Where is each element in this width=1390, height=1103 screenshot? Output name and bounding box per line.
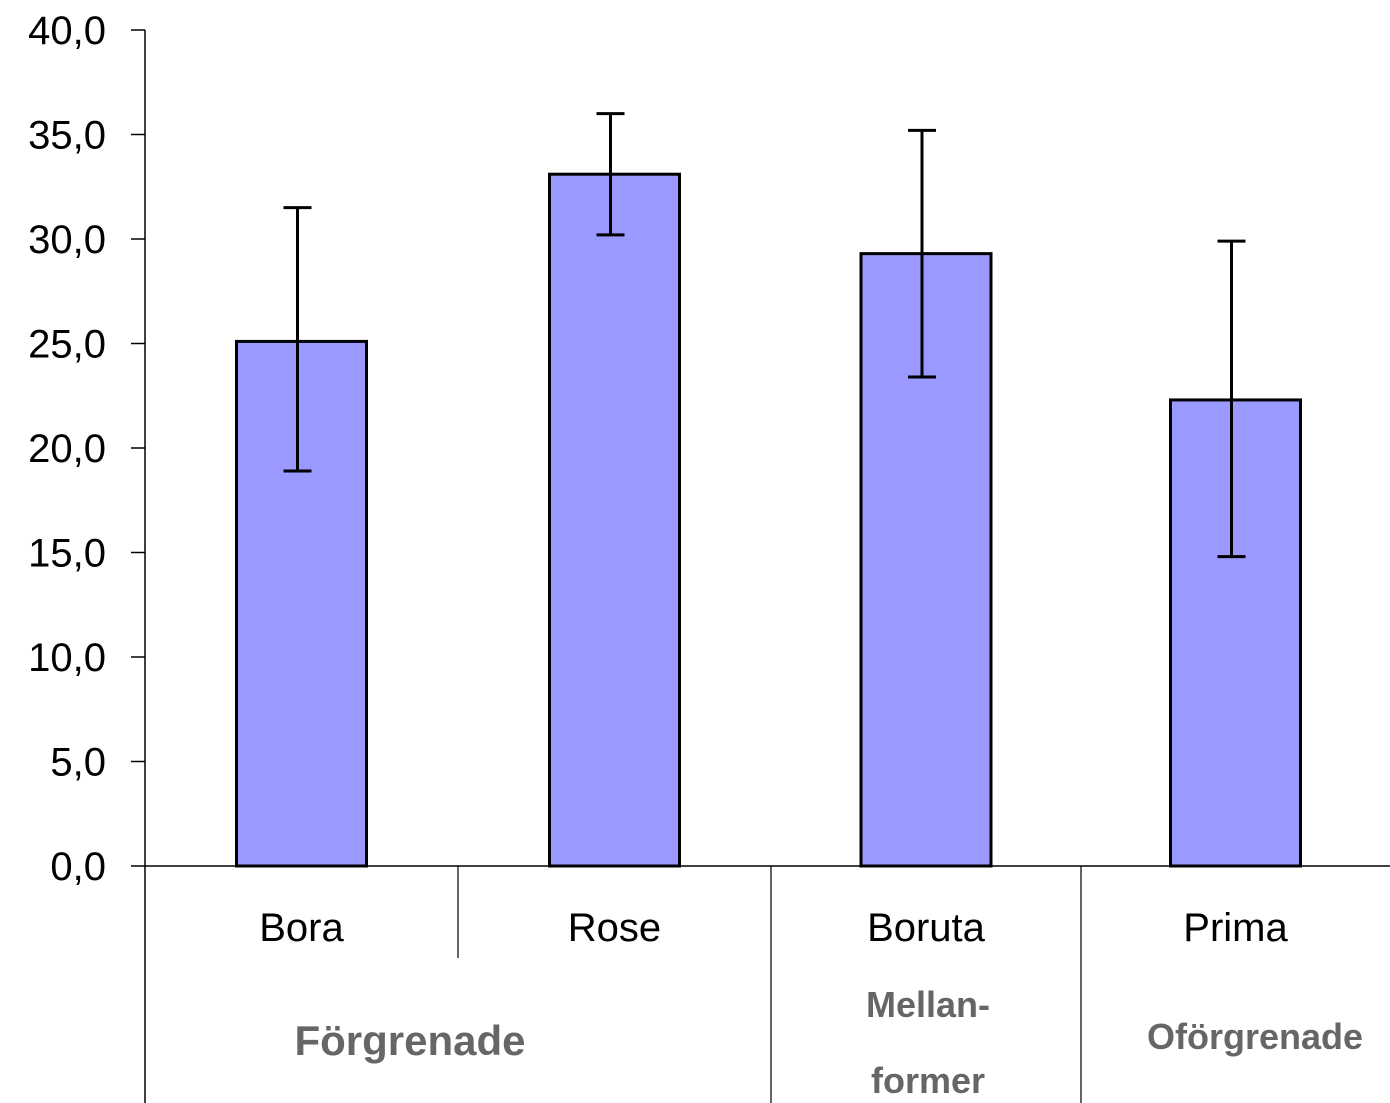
error-bar-layer <box>284 114 1246 557</box>
category-label: Rose <box>568 906 661 950</box>
y-tick-label: 15,0 <box>28 532 106 576</box>
y-tick-label: 35,0 <box>28 114 106 158</box>
category-label: Boruta <box>867 906 986 950</box>
group-label: Oförgrenade <box>1147 1016 1363 1057</box>
bar-rose <box>550 174 680 866</box>
y-tick-label-layer: 0,0 5,0 10,0 15,0 20,0 25,0 30,0 35,0 40,0 <box>28 9 106 889</box>
bar-bora <box>237 341 367 866</box>
category-label: Prima <box>1183 906 1288 950</box>
y-tick-label: 5,0 <box>50 741 106 785</box>
y-tick-label: 20,0 <box>28 427 106 471</box>
group-label: former <box>871 1060 985 1101</box>
group-label-layer: Förgrenade Mellan-former Oförgrenade <box>294 984 1363 1101</box>
y-tick-label: 25,0 <box>28 323 106 367</box>
y-tick-label: 0,0 <box>50 845 106 889</box>
y-tick-label: 40,0 <box>28 9 106 53</box>
bar-layer <box>237 174 1301 866</box>
bar-prima <box>1171 400 1301 866</box>
group-label: Förgrenade <box>294 1017 525 1064</box>
group-label: Mellan- <box>866 984 990 1025</box>
category-label: Bora <box>259 906 344 950</box>
category-label-layer: Bora Rose Boruta Prima <box>259 906 1288 950</box>
bar-boruta <box>861 254 991 866</box>
y-tick-label: 10,0 <box>28 636 106 680</box>
y-tick-label: 30,0 <box>28 218 106 262</box>
